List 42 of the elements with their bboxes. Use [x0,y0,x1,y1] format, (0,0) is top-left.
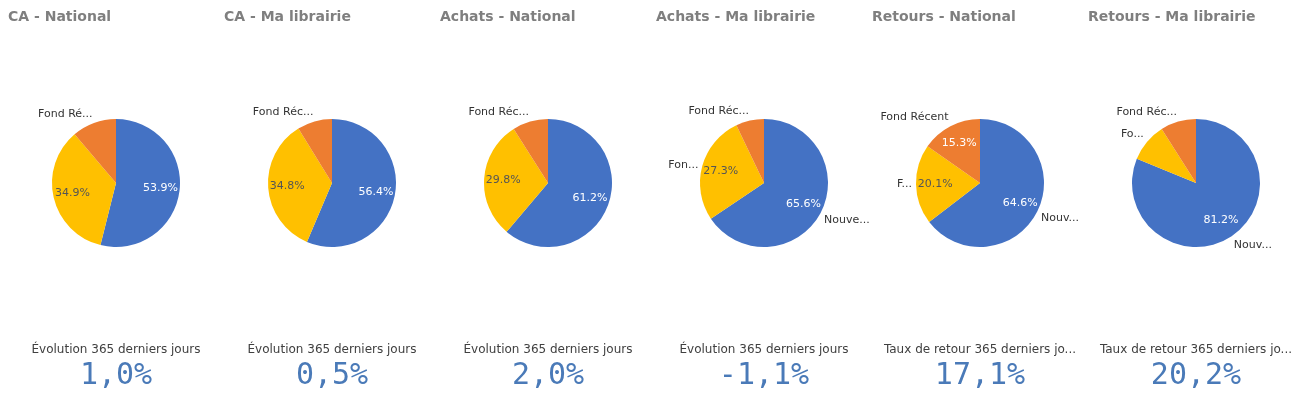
slice-label: Fond Réc... [1116,105,1178,119]
slice-label: Nouv... [1233,237,1272,251]
data-label: 27.3% [703,164,739,178]
text: 20,2% [1149,356,1243,392]
text: 1,0% [78,356,154,392]
data-label: 20.1% [917,176,953,190]
chart-title: Retours - Ma librairie [1088,8,1257,26]
chart-title: CA - Ma librairie [224,8,352,26]
slice-label: Fond Réc... [468,105,530,119]
text: Évolution 365 derniers jours [678,342,850,356]
data-label: 64.6% [1002,195,1038,209]
data-label: 65.6% [786,196,821,210]
chart-title: CA - National [8,8,113,26]
data-label: 34.9% [54,186,90,200]
slice-label: F... [896,177,913,191]
chart-title: Achats - National [440,8,577,26]
data-label: 81.2% [1203,213,1239,227]
data-label: 53.9% [142,181,178,195]
data-label: 29.8% [485,172,521,186]
text: Évolution 365 derniers jours [462,342,634,356]
slice-label: Fond Réc... [252,104,314,118]
text: 0,5% [294,356,370,392]
text: Taux de retour 365 derniers jo... [882,342,1078,356]
text: -1,1% [717,356,811,392]
data-label: 56.4% [358,184,394,198]
text: 17,1% [933,356,1027,392]
data-label: 61.2% [572,191,608,205]
data-label: 34.8% [269,179,305,193]
text: Taux de retour 365 derniers jo... [1098,342,1294,356]
chart-title: Achats - Ma librairie [656,8,817,26]
data-label: 15.3% [941,136,977,150]
slice-label: Fo... [1120,126,1144,140]
text: Évolution 365 derniers jours [246,342,418,356]
text: Évolution 365 derniers jours [30,342,202,356]
slice-label: Fon... [668,157,699,171]
slice-label: Nouve... [824,213,870,227]
text: 2,0% [510,356,586,392]
slice-label: Fond Réc... [688,104,749,118]
slice-label: Nouv... [1040,211,1080,225]
slice-label: Fond Récent [880,110,950,124]
chart-title: Retours - National [872,8,1017,26]
slice-label: Fond Ré... [38,106,93,120]
